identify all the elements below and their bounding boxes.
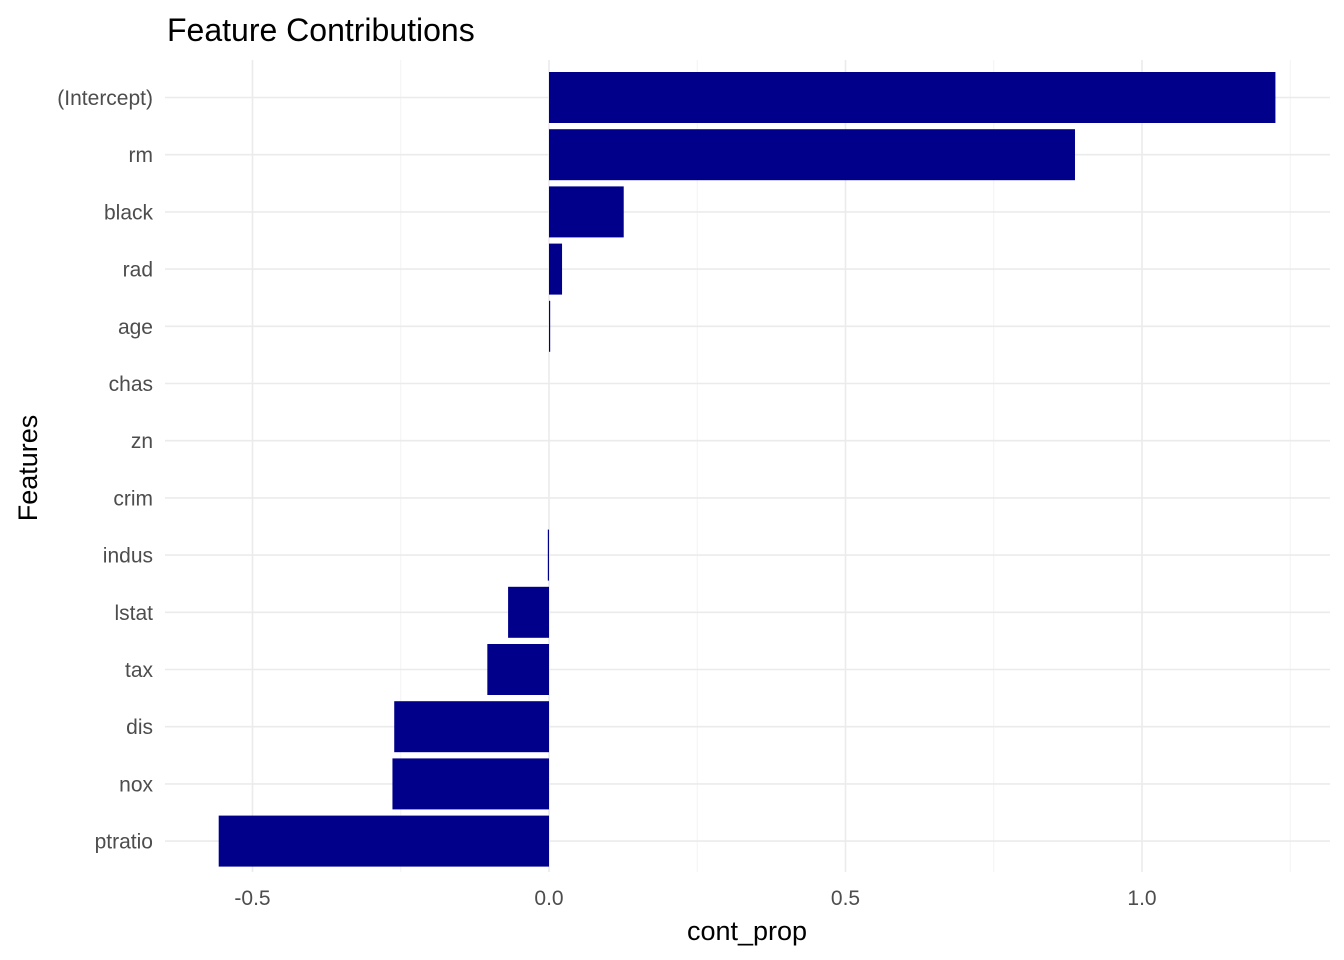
x-axis-title: cont_prop — [687, 916, 807, 946]
bar-lstat — [508, 586, 549, 638]
bar-dis — [394, 701, 549, 753]
y-tick-label: crim — [113, 487, 153, 510]
y-tick-label: chas — [109, 373, 153, 396]
bar-black — [549, 186, 624, 238]
x-tick-label: 0.5 — [831, 887, 860, 910]
bars — [218, 72, 1276, 867]
y-tick-label: black — [104, 201, 154, 224]
bar-tax — [487, 644, 549, 695]
y-tick-label: dis — [126, 716, 153, 739]
y-tick-label: lstat — [114, 602, 153, 625]
x-tick-label: 0.0 — [534, 887, 563, 910]
bar-rad — [549, 243, 563, 295]
y-tick-label: rad — [123, 259, 153, 282]
major-gridlines — [165, 60, 1330, 872]
bar-nox — [392, 758, 549, 810]
bar-age — [549, 300, 551, 352]
y-tick-label: nox — [119, 773, 153, 796]
y-tick-label: ptratio — [95, 831, 153, 854]
bar-ptratio — [218, 815, 549, 867]
x-tick-label: -0.5 — [234, 887, 270, 910]
y-tick-label: rm — [129, 144, 154, 167]
bar-intercept — [549, 72, 1276, 123]
y-tick-label: tax — [125, 659, 154, 682]
x-tick-label: 1.0 — [1127, 887, 1156, 910]
chart-title: Feature Contributions — [167, 12, 475, 48]
y-tick-label: (Intercept) — [57, 87, 153, 110]
y-tick-label: age — [118, 316, 153, 339]
y-tick-labels: (Intercept) rm black rad age chas zn crim indus l… — [57, 87, 153, 854]
y-tick-label: zn — [131, 430, 153, 453]
x-tick-labels: -0.5 0.0 0.5 1.0 — [234, 887, 1156, 910]
y-tick-label: indus — [103, 545, 153, 568]
bar-rm — [549, 129, 1075, 181]
bar-indus — [547, 529, 549, 581]
y-axis-title: Features — [13, 415, 43, 522]
